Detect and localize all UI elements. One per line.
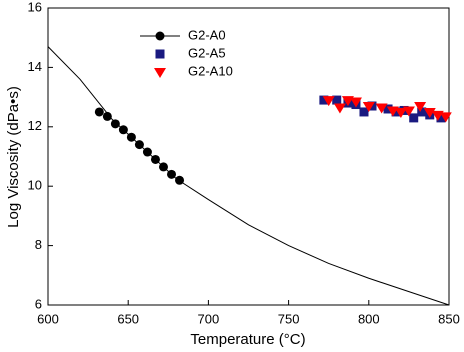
y-tick-label: 12: [28, 118, 42, 133]
x-tick-label: 600: [37, 311, 59, 326]
y-tick-label: 8: [35, 237, 42, 252]
marker: [394, 107, 407, 118]
marker: [375, 103, 388, 114]
marker: [439, 112, 452, 123]
marker: [436, 113, 446, 123]
marker: [126, 132, 136, 142]
legend-label: G2-A0: [188, 27, 226, 42]
y-tick-label: 14: [28, 59, 42, 74]
marker: [319, 95, 329, 105]
marker: [423, 107, 436, 118]
fit-curve: [47, 46, 450, 306]
marker: [332, 95, 342, 105]
marker: [167, 169, 177, 179]
x-tick-label: 800: [358, 311, 380, 326]
marker: [110, 119, 120, 129]
marker: [175, 175, 185, 185]
marker: [362, 102, 375, 113]
y-tick-label: 10: [28, 178, 42, 193]
marker: [94, 107, 104, 117]
marker: [118, 125, 128, 135]
marker: [102, 111, 112, 121]
marker: [417, 107, 427, 117]
y-tick-label: 6: [35, 296, 42, 311]
marker: [142, 147, 152, 157]
marker: [154, 68, 166, 78]
marker: [349, 97, 362, 108]
legend-label: G2-A5: [188, 45, 226, 60]
x-axis-label: Temperature (°C): [190, 331, 305, 348]
legend-label: G2-A10: [188, 63, 233, 78]
y-tick-label: 16: [28, 0, 42, 14]
plot-frame: [47, 7, 450, 306]
marker: [333, 103, 346, 114]
marker: [150, 154, 160, 164]
marker: [155, 49, 165, 59]
marker: [322, 96, 335, 107]
marker: [158, 162, 168, 172]
marker: [391, 107, 401, 117]
x-tick-label: 750: [278, 311, 300, 326]
marker: [359, 107, 369, 117]
marker: [402, 106, 415, 117]
marker: [409, 113, 419, 123]
x-tick-label: 650: [117, 311, 139, 326]
x-tick-label: 850: [438, 311, 460, 326]
x-tick-label: 700: [198, 311, 220, 326]
marker: [134, 140, 144, 150]
marker: [155, 31, 165, 41]
y-axis-label: Log Viscosity (dPa•s): [5, 86, 22, 228]
marker: [383, 104, 393, 114]
marker: [414, 102, 427, 113]
